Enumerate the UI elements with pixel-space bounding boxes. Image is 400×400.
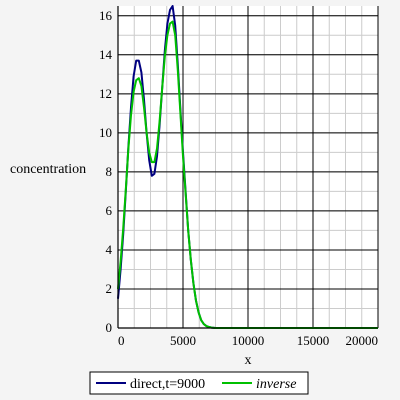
legend-box bbox=[89, 371, 309, 395]
y-tick-label: 6 bbox=[106, 203, 113, 218]
y-tick-label: 2 bbox=[106, 281, 113, 296]
series-layer bbox=[117, 5, 378, 329]
tick-labels: 0 5000 10000 15000 20000 0 2 4 6 8 10 12 14 16 bbox=[99, 8, 378, 348]
y-tick-label: 14 bbox=[99, 47, 113, 62]
x-tick-label: 20000 bbox=[346, 333, 379, 348]
legend: direct,t=9000 inverse bbox=[89, 371, 309, 395]
y-tick-label: 8 bbox=[106, 164, 113, 179]
y-tick-label: 0 bbox=[106, 320, 113, 335]
y-axis-label: concentration bbox=[10, 162, 86, 177]
y-tick-label: 4 bbox=[106, 242, 113, 257]
legend-entry-inverse: inverse bbox=[256, 377, 296, 392]
x-tick-label: 0 bbox=[118, 333, 125, 348]
x-tick-label: 5000 bbox=[170, 333, 196, 348]
x-tick-label: 10000 bbox=[232, 333, 265, 348]
y-tick-label: 16 bbox=[99, 8, 113, 23]
series-line-inverse bbox=[117, 20, 378, 329]
y-tick-label: 10 bbox=[99, 125, 112, 140]
x-axis-label: x bbox=[245, 353, 252, 368]
x-tick-label: 15000 bbox=[297, 333, 330, 348]
y-tick-label: 12 bbox=[99, 86, 112, 101]
legend-entry-direct: direct,t=9000 bbox=[130, 377, 205, 392]
axes bbox=[117, 6, 378, 329]
